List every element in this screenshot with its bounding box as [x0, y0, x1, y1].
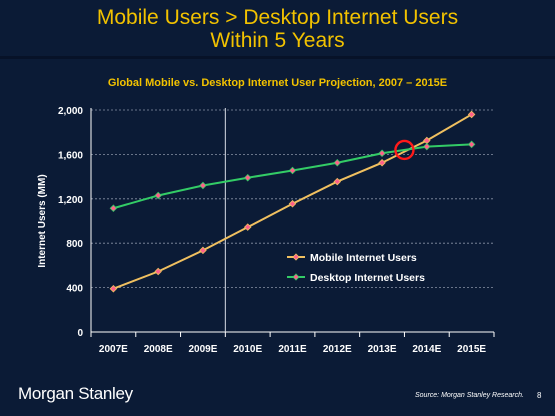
x-tick-label: 2008E — [144, 344, 173, 355]
y-tick-label: 0 — [77, 328, 83, 339]
data-point — [378, 158, 386, 167]
x-tick-label: 2007E — [99, 344, 128, 355]
y-tick-label: 1,600 — [58, 150, 83, 161]
source-note: Source: Morgan Stanley Research. — [415, 392, 524, 399]
y-axis-label: Internet Users (MM) — [37, 174, 48, 267]
x-tick-label: 2009E — [188, 344, 217, 355]
data-point — [378, 149, 386, 158]
x-tick-label: 2014E — [412, 344, 441, 355]
slide-title-line2: Within 5 Years — [210, 29, 345, 52]
y-tick-label: 1,200 — [58, 195, 83, 206]
data-point — [109, 204, 118, 213]
x-tick-label: 2011E — [278, 344, 307, 355]
data-point — [154, 191, 162, 200]
slide-title-line1: Mobile Users > Desktop Internet Users — [96, 6, 459, 29]
title-divider — [0, 56, 555, 59]
data-point — [154, 267, 162, 276]
data-point — [467, 140, 476, 149]
data-point — [243, 173, 252, 182]
slide-title: Mobile Users > Desktop Internet Users Wi… — [0, 6, 555, 52]
legend-label: Desktop Internet Users — [310, 272, 425, 284]
y-tick-label: 800 — [66, 239, 83, 250]
chart-title: Global Mobile vs. Desktop Internet User … — [107, 77, 448, 89]
x-tick-label: 2013E — [368, 344, 397, 355]
legend-swatch-marker — [292, 273, 300, 281]
data-point — [467, 110, 476, 119]
x-tick-label: 2015E — [457, 344, 486, 355]
data-point — [199, 181, 207, 190]
legend-swatch-marker — [292, 253, 300, 261]
y-tick-label: 2,000 — [58, 106, 83, 117]
y-tick-label: 400 — [66, 284, 83, 295]
morgan-stanley-logo: Morgan Stanley — [18, 384, 133, 403]
legend-label: Mobile Internet Users — [310, 252, 417, 264]
data-point — [333, 177, 342, 186]
data-point — [288, 166, 297, 175]
data-point — [199, 246, 207, 255]
x-tick-label: 2010E — [233, 344, 262, 355]
page-number: 8 — [537, 391, 542, 400]
x-tick-label: 2012E — [323, 344, 352, 355]
data-point — [243, 223, 252, 231]
crossover-highlight-circle — [394, 139, 415, 161]
data-point — [288, 200, 297, 208]
data-point — [333, 158, 342, 167]
data-point — [109, 284, 118, 293]
data-point — [423, 142, 431, 151]
